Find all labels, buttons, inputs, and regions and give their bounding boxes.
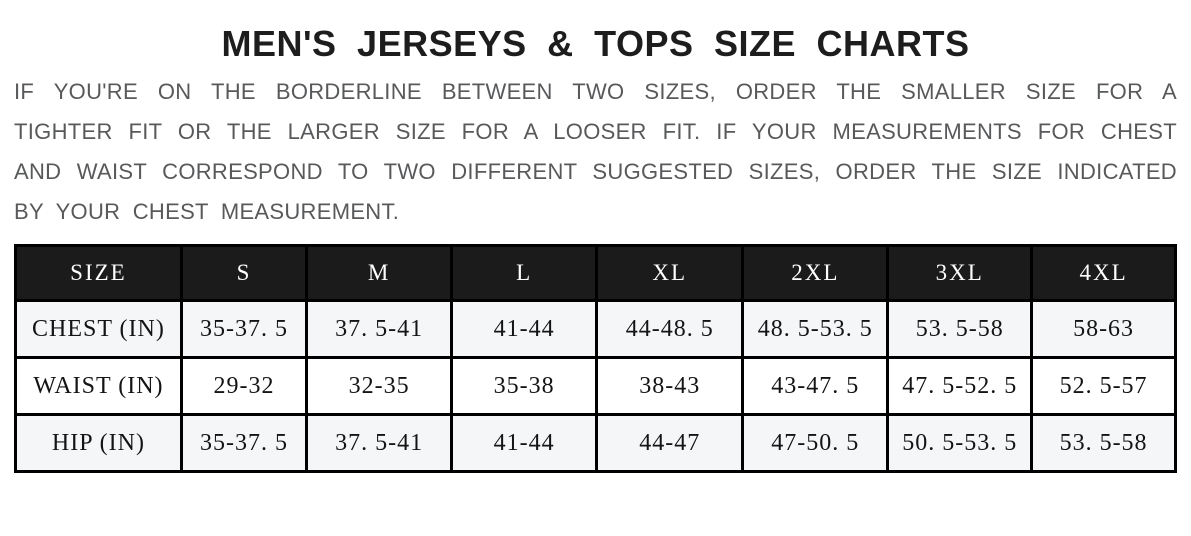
sizing-advice-paragraph: IF YOU'RE ON THE BORDERLINE BETWEEN TWO … — [14, 72, 1177, 232]
row-label-hip: HIP (IN) — [14, 413, 183, 473]
column-header-2xl: 2XL — [741, 244, 890, 302]
size-chart-table: SIZE S M L XL 2XL 3XL 4XL CHEST (IN) 35-… — [14, 244, 1177, 473]
size-value-cell: 53. 5-58 — [886, 299, 1034, 359]
size-value-cell: 35-37. 5 — [179, 413, 309, 473]
column-header-s: S — [179, 244, 309, 302]
column-header-size: SIZE — [14, 244, 183, 302]
table-row-hip: HIP (IN) 35-37. 5 37. 5-41 41-44 44-47 4… — [14, 413, 1177, 473]
size-value-cell: 47-50. 5 — [741, 413, 890, 473]
table-row-waist: WAIST (IN) 29-32 32-35 35-38 38-43 43-47… — [14, 356, 1177, 416]
intro-line-1: IF YOU'RE ON THE BORDERLINE BETWEEN TWO … — [14, 79, 1177, 104]
size-value-cell: 35-37. 5 — [179, 299, 309, 359]
size-value-cell: 41-44 — [450, 413, 599, 473]
size-value-cell: 44-47 — [595, 413, 745, 473]
size-value-cell: 35-38 — [450, 356, 599, 416]
intro-line-3: AND WAIST CORRESPOND TO TWO DIFFERENT SU… — [14, 159, 1177, 184]
size-value-cell: 52. 5-57 — [1030, 356, 1177, 416]
size-value-cell: 48. 5-53. 5 — [741, 299, 890, 359]
column-header-l: L — [450, 244, 599, 302]
size-value-cell: 41-44 — [450, 299, 599, 359]
size-value-cell: 29-32 — [179, 356, 309, 416]
row-label-chest: CHEST (IN) — [14, 299, 183, 359]
size-value-cell: 37. 5-41 — [305, 299, 454, 359]
column-header-3xl: 3XL — [886, 244, 1034, 302]
size-value-cell: 38-43 — [595, 356, 745, 416]
size-value-cell: 32-35 — [305, 356, 454, 416]
size-value-cell: 50. 5-53. 5 — [886, 413, 1034, 473]
size-value-cell: 44-48. 5 — [595, 299, 745, 359]
intro-line-4: BY YOUR CHEST MEASUREMENT. — [14, 199, 400, 224]
column-header-m: M — [305, 244, 454, 302]
column-header-xl: XL — [595, 244, 745, 302]
size-chart-header-row: SIZE S M L XL 2XL 3XL 4XL — [14, 244, 1177, 302]
page-title: MEN'S JERSEYS & TOPS SIZE CHARTS — [221, 23, 970, 64]
size-chart-page: MEN'S JERSEYS & TOPS SIZE CHARTS IF YOU'… — [0, 26, 1191, 473]
size-value-cell: 43-47. 5 — [741, 356, 890, 416]
size-value-cell: 53. 5-58 — [1030, 413, 1177, 473]
size-value-cell: 58-63 — [1030, 299, 1177, 359]
column-header-4xl: 4XL — [1030, 244, 1177, 302]
row-label-waist: WAIST (IN) — [14, 356, 183, 416]
size-value-cell: 47. 5-52. 5 — [886, 356, 1034, 416]
table-row-chest: CHEST (IN) 35-37. 5 37. 5-41 41-44 44-48… — [14, 299, 1177, 359]
intro-line-2: TIGHTER FIT OR THE LARGER SIZE FOR A LOO… — [14, 119, 1177, 144]
size-value-cell: 37. 5-41 — [305, 413, 454, 473]
